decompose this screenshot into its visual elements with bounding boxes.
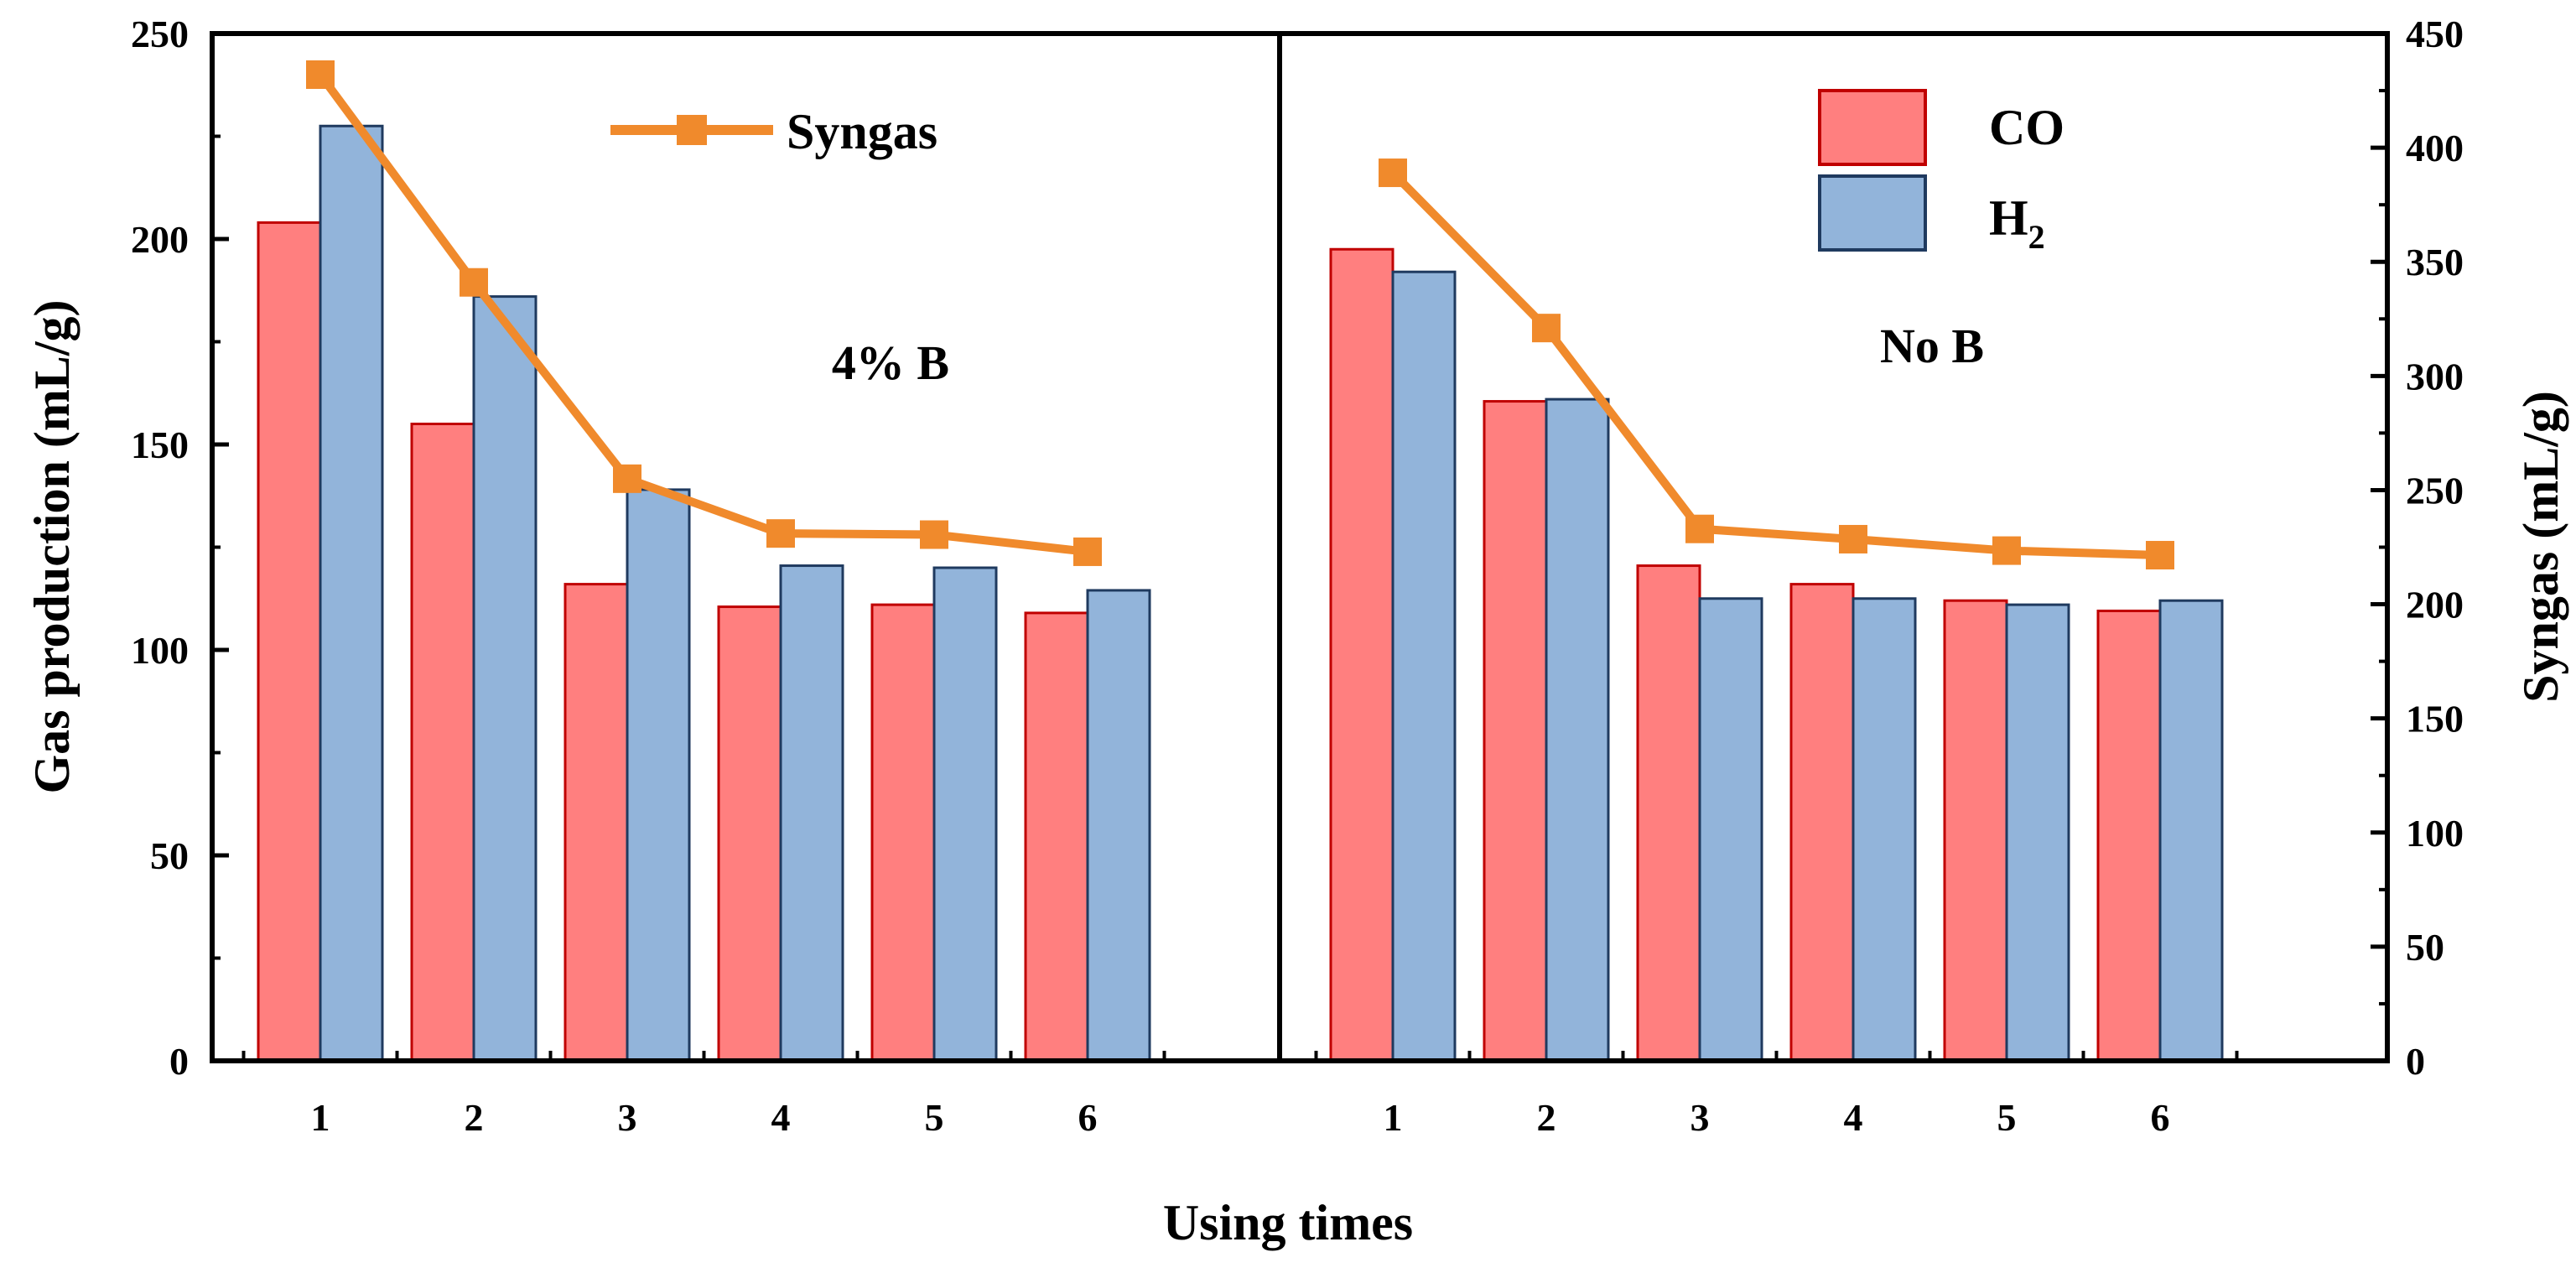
y2-tick-label-0: 0 <box>2406 1040 2425 1083</box>
bar-co-4pct-b-4 <box>717 605 782 1063</box>
x-tick-label-no-b-4: 4 <box>1844 1096 1863 1139</box>
x-tick-label-no-b-6: 6 <box>2151 1096 2170 1139</box>
x-tick-label-4pct-b-4: 4 <box>771 1096 791 1139</box>
x-tick-label-4pct-b-2: 2 <box>465 1096 484 1139</box>
x-tick-label-no-b-1: 1 <box>1384 1096 1403 1139</box>
bar-co-4pct-b-1 <box>257 221 322 1063</box>
y-tick-label-200: 200 <box>131 218 189 261</box>
x-tick-label-4pct-b-3: 3 <box>618 1096 637 1139</box>
y-tick-label-250: 250 <box>131 13 189 55</box>
bar-h2-4pct-b-1 <box>319 124 384 1063</box>
bar-co-no-b-4 <box>1789 583 1855 1063</box>
legend-h2-sub: 2 <box>2028 218 2045 256</box>
bar-co-no-b-1 <box>1329 247 1394 1063</box>
bar-h2-no-b-4 <box>1852 597 1917 1063</box>
bar-h2-4pct-b-3 <box>626 488 691 1063</box>
bar-h2-4pct-b-2 <box>472 295 538 1063</box>
bar-co-no-b-2 <box>1483 400 1548 1063</box>
bar-h2-no-b-1 <box>1391 270 1457 1063</box>
syngas-marker-no-b-4 <box>1839 524 1867 553</box>
x-tick-label-4pct-b-5: 5 <box>925 1096 944 1139</box>
y2-axis-title: Syngas (mL/g) <box>2513 391 2568 703</box>
legend-co: CO <box>1818 89 2064 166</box>
bar-co-no-b-6 <box>2096 609 2162 1063</box>
syngas-marker-4pct-b-6 <box>1073 537 1102 566</box>
panel-label-no-b: No B <box>1880 319 1984 373</box>
syngas-line-no-b <box>1389 169 2161 560</box>
legend-co-label: CO <box>1989 100 2064 155</box>
y-tick-label-50: 50 <box>150 834 189 877</box>
legend-h2-swatch <box>1818 174 1927 252</box>
syngas-marker-4pct-b-2 <box>460 268 488 297</box>
bar-h2-no-b-6 <box>2158 599 2224 1063</box>
bar-h2-4pct-b-6 <box>1086 589 1151 1063</box>
y2-tick-label-350: 350 <box>2406 241 2464 283</box>
y2-tick-label-200: 200 <box>2406 584 2464 626</box>
bar-h2-no-b-2 <box>1545 397 1610 1063</box>
syngas-marker-no-b-5 <box>1992 536 2021 565</box>
bar-h2-4pct-b-4 <box>779 564 844 1063</box>
legend-h2: H2 <box>1818 174 2045 256</box>
y2-tick-label-150: 150 <box>2406 698 2464 740</box>
x-tick-label-no-b-3: 3 <box>1690 1096 1710 1139</box>
legend-syngas-marker <box>677 115 707 145</box>
panel-label-4pct-b: 4% B <box>832 335 949 390</box>
bar-co-no-b-5 <box>1943 599 2008 1063</box>
y2-tick-label-50: 50 <box>2406 926 2444 969</box>
bar-co-no-b-3 <box>1636 564 1701 1063</box>
x-tick-label-no-b-5: 5 <box>1997 1096 2017 1139</box>
y2-tick-label-450: 450 <box>2406 13 2464 55</box>
syngas-marker-4pct-b-1 <box>306 60 335 89</box>
y-tick-label-0: 0 <box>169 1040 189 1083</box>
syngas-marker-4pct-b-3 <box>613 464 641 493</box>
bar-h2-no-b-3 <box>1698 597 1763 1063</box>
syngas-marker-no-b-3 <box>1685 514 1714 543</box>
legend-syngas: Syngas <box>610 104 937 159</box>
x-tick-label-4pct-b-1: 1 <box>311 1096 330 1139</box>
y-tick-label-150: 150 <box>131 423 189 466</box>
bar-co-4pct-b-3 <box>564 583 629 1063</box>
bar-co-4pct-b-5 <box>870 603 936 1063</box>
y2-tick-label-300: 300 <box>2406 355 2464 397</box>
bar-h2-4pct-b-5 <box>932 566 998 1063</box>
y2-tick-label-400: 400 <box>2406 127 2464 169</box>
syngas-marker-no-b-1 <box>1379 158 1407 188</box>
syngas-layer <box>306 60 2174 570</box>
syngas-line-4pct-b <box>316 72 1088 556</box>
legend-co-swatch <box>1818 89 1927 166</box>
bar-h2-no-b-5 <box>2005 603 2070 1063</box>
x-tick-label-4pct-b-6: 6 <box>1078 1096 1098 1139</box>
y-axis-title: Gas production (mL/g) <box>24 300 80 794</box>
bar-co-4pct-b-6 <box>1024 611 1089 1063</box>
bar-co-4pct-b-2 <box>410 423 475 1063</box>
x-axis-title: Using times <box>1163 1195 1413 1250</box>
y2-tick-label-250: 250 <box>2406 469 2464 512</box>
axes-layer: 1 2 3 4 5 6 1 2 3 4 5 6 0 50 100 150 200 250 0 50 100 150 200 2… <box>131 13 2464 1139</box>
syngas-marker-no-b-2 <box>1532 314 1561 343</box>
legend-h2-main: H <box>1989 190 2028 246</box>
legend-syngas-label: Syngas <box>787 104 937 159</box>
y-tick-label-100: 100 <box>131 629 189 672</box>
legend-h2-label: H2 <box>1989 190 2045 256</box>
syngas-marker-no-b-6 <box>2146 541 2174 570</box>
x-tick-label-no-b-2: 2 <box>1537 1096 1556 1139</box>
syngas-marker-4pct-b-5 <box>920 520 948 549</box>
syngas-marker-4pct-b-4 <box>766 519 795 548</box>
y2-tick-label-100: 100 <box>2406 812 2464 855</box>
bars-layer <box>257 124 2224 1063</box>
